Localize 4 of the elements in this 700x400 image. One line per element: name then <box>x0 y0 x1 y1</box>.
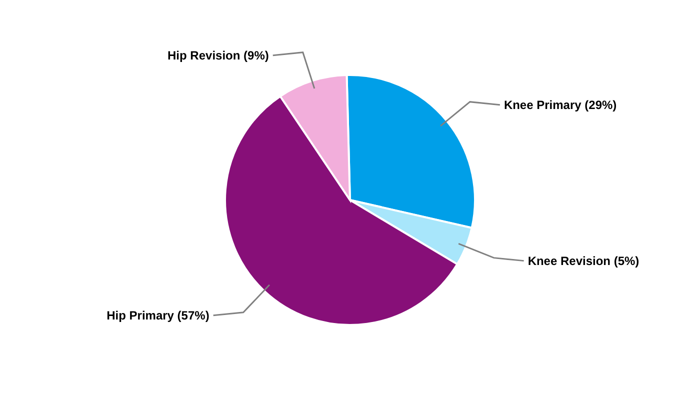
slice-label: Hip Primary (57%) <box>106 308 210 323</box>
slice-label: Hip Revision (9%) <box>168 48 269 63</box>
slice-label: Knee Revision (5%) <box>528 254 640 268</box>
slice-label: Knee Primary (29%) <box>504 98 617 112</box>
